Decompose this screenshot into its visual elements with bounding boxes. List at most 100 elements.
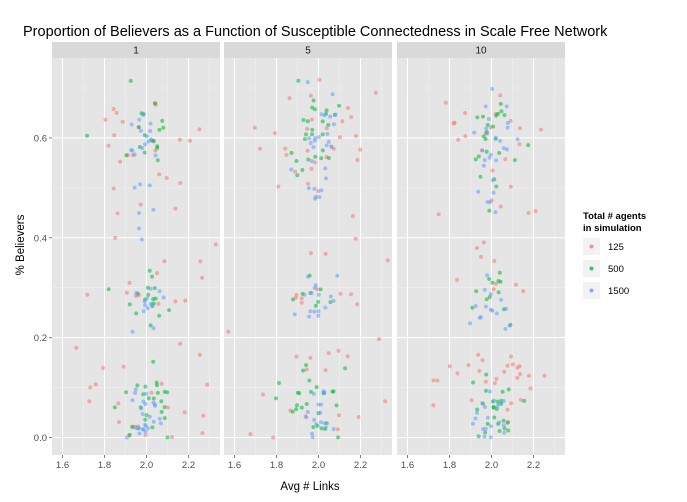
point-series-500	[319, 426, 324, 431]
point-series-125	[514, 282, 518, 287]
point-series-1500	[476, 189, 481, 194]
point-series-1500	[316, 313, 321, 318]
point-series-1500	[311, 145, 316, 150]
point-series-500	[127, 433, 132, 437]
point-series-1500	[139, 128, 143, 133]
point-series-1500	[316, 402, 321, 407]
facet-strip-label: 1	[133, 46, 139, 57]
point-series-1500	[485, 273, 490, 278]
point-series-500	[302, 137, 307, 141]
point-series-125	[127, 280, 132, 285]
point-series-125	[455, 277, 460, 282]
point-series-1500	[485, 415, 490, 420]
point-series-125	[337, 413, 341, 418]
point-series-500	[307, 378, 312, 383]
point-series-500	[326, 123, 331, 127]
point-series-1500	[311, 391, 316, 396]
point-series-1500	[488, 200, 493, 205]
panel-background	[52, 58, 220, 455]
point-series-500	[146, 396, 151, 401]
x-tick-label: 1.6	[401, 460, 414, 471]
point-series-1500	[312, 417, 317, 422]
point-series-500	[295, 403, 299, 408]
point-series-125	[309, 117, 314, 122]
point-series-125	[502, 369, 507, 374]
point-series-1500	[483, 104, 488, 109]
points-facet-1	[74, 78, 218, 440]
point-series-500	[154, 380, 159, 385]
point-series-1500	[501, 399, 506, 403]
point-series-500	[496, 290, 501, 295]
point-series-1500	[157, 416, 162, 421]
legend: Total # agents in simulation 125 500 1500	[583, 211, 646, 299]
point-series-1500	[133, 387, 138, 392]
panel-background	[224, 58, 392, 455]
point-series-500	[318, 287, 323, 292]
point-series-1500	[331, 298, 336, 303]
point-series-125	[492, 259, 497, 263]
point-series-1500	[137, 117, 142, 122]
point-series-500	[500, 389, 505, 394]
point-series-1500	[494, 158, 499, 163]
point-series-1500	[158, 421, 163, 426]
point-series-1500	[148, 121, 153, 126]
point-series-1500	[302, 292, 307, 297]
point-series-125	[539, 127, 544, 132]
point-series-1500	[468, 321, 472, 326]
point-series-125	[483, 379, 488, 384]
point-series-1500	[145, 306, 150, 311]
point-series-1500	[308, 309, 313, 314]
point-series-500	[152, 286, 157, 291]
point-series-500	[160, 118, 165, 123]
point-series-500	[475, 115, 480, 120]
point-series-125	[491, 287, 496, 292]
point-series-1500	[147, 414, 152, 419]
point-series-1500	[473, 304, 478, 308]
point-series-125	[447, 364, 452, 369]
point-series-1500	[493, 135, 498, 140]
point-series-125	[476, 352, 481, 357]
point-series-500	[124, 390, 129, 395]
points-facet-5	[226, 77, 390, 440]
point-series-125	[287, 96, 292, 101]
point-series-500	[316, 299, 321, 304]
point-series-1500	[153, 403, 157, 408]
point-series-500	[490, 280, 495, 285]
point-series-500	[141, 392, 146, 397]
point-series-1500	[310, 435, 315, 440]
point-series-125	[521, 289, 526, 294]
point-series-125	[509, 401, 514, 406]
point-series-125	[326, 351, 331, 356]
point-series-500	[124, 153, 129, 158]
point-series-1500	[483, 405, 487, 409]
point-series-1500	[499, 297, 504, 302]
point-series-500	[483, 430, 488, 435]
y-tick-label: 0.4	[34, 233, 47, 244]
point-series-500	[474, 289, 479, 294]
point-series-500	[294, 407, 299, 412]
point-series-1500	[330, 92, 335, 97]
legend-label: 125	[608, 242, 624, 253]
point-series-1500	[143, 142, 148, 147]
point-series-1500	[148, 286, 153, 291]
point-series-125	[305, 127, 310, 131]
x-tick-label: 1.6	[56, 460, 69, 471]
point-series-1500	[497, 420, 502, 425]
point-series-125	[294, 292, 299, 297]
facet-strip	[397, 42, 565, 58]
legend-item-500: 500	[583, 260, 624, 277]
point-series-125	[505, 407, 510, 412]
point-series-500	[497, 151, 502, 155]
point-series-500	[159, 409, 164, 414]
point-series-500	[502, 426, 507, 431]
point-series-125	[528, 386, 533, 391]
point-series-500	[481, 114, 485, 119]
point-series-1500	[141, 399, 146, 404]
point-series-500	[313, 154, 318, 159]
point-series-125	[515, 375, 520, 380]
x-axis-title: Avg # Links	[280, 481, 339, 493]
point-series-125	[490, 168, 495, 173]
point-series-125	[337, 135, 342, 140]
point-series-1500	[490, 308, 495, 313]
point-series-1500	[316, 292, 321, 297]
